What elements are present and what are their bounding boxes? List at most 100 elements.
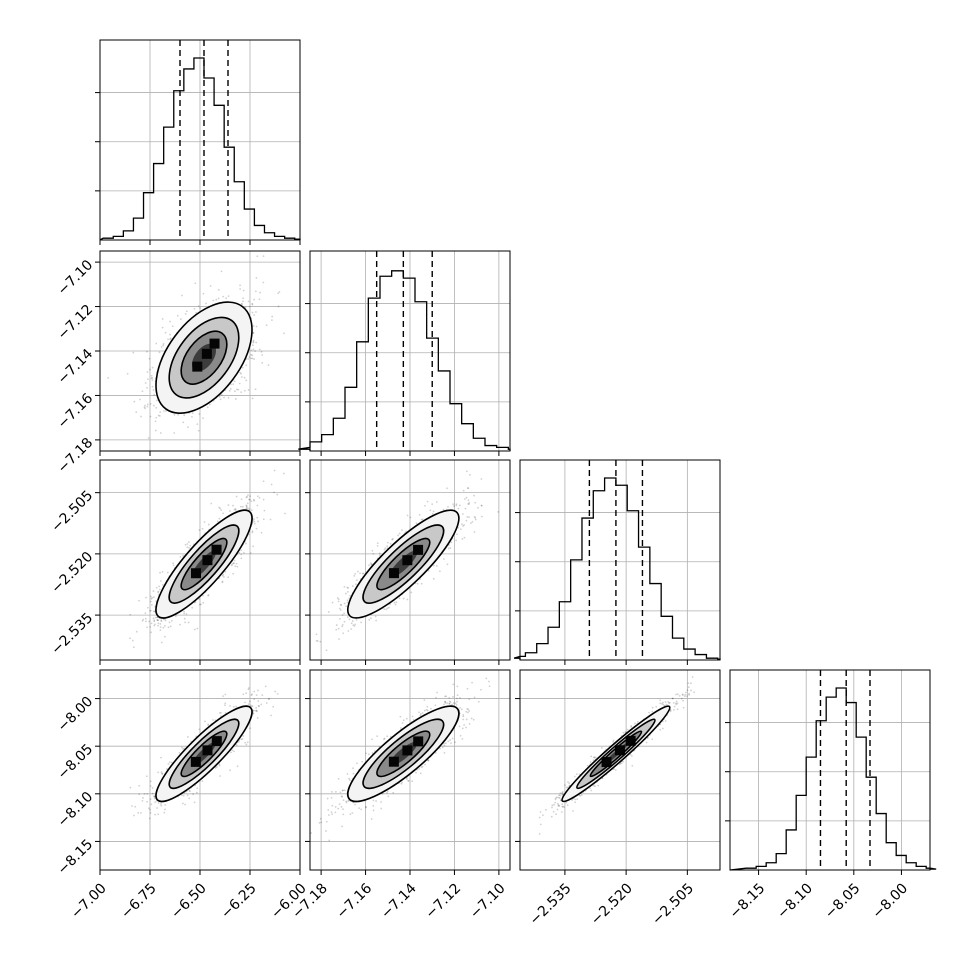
- scatter-point: [144, 407, 146, 410]
- scatter-point: [152, 590, 155, 592]
- scatter-point: [370, 563, 373, 566]
- scatter-point: [157, 624, 159, 627]
- scatter-point: [242, 289, 245, 292]
- contour-line-2: [168, 316, 240, 399]
- scatter-point: [198, 603, 201, 606]
- scatter-point: [155, 586, 158, 589]
- scatter-point: [253, 358, 255, 360]
- scatter-point: [455, 504, 458, 507]
- scatter-point: [201, 780, 204, 782]
- scatter-point: [191, 412, 194, 415]
- scatter-point: [225, 297, 227, 300]
- scatter-point: [223, 576, 225, 578]
- density-core-1: [192, 361, 203, 372]
- scatter-point: [150, 598, 153, 600]
- scatter-point: [252, 348, 255, 351]
- contour-line-3: [180, 537, 228, 591]
- scatter-point: [165, 410, 167, 412]
- scatter-point: [402, 597, 405, 600]
- scatter-point: [267, 364, 270, 367]
- scatter-point: [144, 612, 147, 615]
- scatter-point: [186, 543, 189, 545]
- scatter-point: [200, 603, 202, 606]
- scatter-point: [347, 590, 349, 593]
- scatter-point: [284, 512, 286, 515]
- scatter-point: [220, 393, 223, 396]
- scatter-point: [468, 516, 470, 519]
- scatter-point: [186, 426, 189, 429]
- scatter-point: [245, 542, 247, 545]
- scatter-point: [350, 628, 353, 630]
- density-core-3: [211, 544, 222, 555]
- contour-line-2: [168, 524, 240, 604]
- panel-frame: [729, 669, 931, 871]
- scatter-point: [343, 612, 346, 615]
- scatter-point: [353, 625, 356, 627]
- scatter-point: [152, 617, 155, 620]
- scatter-point: [262, 480, 265, 483]
- scatter-point: [347, 630, 350, 632]
- scatter-point: [375, 619, 378, 622]
- scatter-point: [465, 470, 468, 473]
- scatter-point: [383, 608, 386, 611]
- contour-line-3: [376, 537, 431, 591]
- scatter-point: [248, 498, 250, 501]
- scatter-point: [346, 599, 349, 602]
- scatter-point: [154, 623, 156, 626]
- contour-line-1: [155, 509, 253, 619]
- scatter-point: [133, 400, 136, 403]
- scatter-point: [161, 570, 164, 573]
- scatter-panel-4-1: −7.00 −6.75 −6.50 −6.25 −6.00−8.15−8.10−8.05…: [55, 669, 310, 922]
- scatter-point: [179, 318, 182, 320]
- scatter-point: [465, 496, 468, 499]
- y-tick-label: −7.14: [55, 346, 97, 388]
- scatter-point: [253, 314, 256, 316]
- scatter-point: [233, 508, 236, 511]
- scatter-point: [179, 555, 182, 558]
- scatter-point: [389, 542, 392, 545]
- scatter-point: [463, 498, 466, 500]
- scatter-point: [256, 516, 259, 519]
- scatter-point: [232, 572, 235, 575]
- scatter-point: [253, 518, 255, 521]
- scatter-point: [234, 509, 237, 512]
- scatter-point: [173, 413, 176, 416]
- scatter-point: [228, 389, 231, 392]
- scatter-point: [218, 764, 221, 767]
- scatter-point: [432, 564, 435, 567]
- scatter-point: [359, 572, 361, 575]
- scatter-point: [349, 594, 352, 597]
- scatter-point: [427, 569, 430, 572]
- scatter-point: [161, 584, 164, 586]
- scatter-point: [463, 536, 466, 539]
- scatter-point: [261, 362, 264, 364]
- scatter-point: [255, 277, 258, 279]
- scatter-point: [376, 544, 379, 547]
- scatter-point: [432, 577, 435, 580]
- scatter-point: [442, 508, 445, 511]
- scatter-point: [468, 503, 470, 505]
- scatter-point: [252, 325, 255, 327]
- histogram-step-line: [729, 687, 937, 871]
- scatter-point: [188, 797, 191, 800]
- scatter-point: [151, 596, 154, 599]
- scatter-point: [477, 506, 479, 509]
- scatter-point: [146, 403, 149, 406]
- scatter-point: [196, 787, 199, 790]
- contour-line-3: [180, 330, 228, 385]
- scatter-point: [480, 504, 483, 507]
- histogram-step-line: [99, 57, 301, 241]
- density-core-2: [402, 555, 413, 566]
- scatter-point: [398, 532, 401, 535]
- scatter-point: [156, 618, 159, 621]
- scatter-point: [458, 504, 461, 507]
- scatter-point: [169, 337, 172, 340]
- scatter-point: [461, 538, 464, 540]
- scatter-point: [159, 571, 161, 574]
- scatter-point: [240, 549, 243, 552]
- y-tick-label: −7.10: [55, 257, 97, 299]
- density-core-1: [191, 568, 202, 579]
- scatter-point: [270, 483, 273, 486]
- scatter-point: [184, 803, 186, 806]
- scatter-point: [184, 543, 187, 546]
